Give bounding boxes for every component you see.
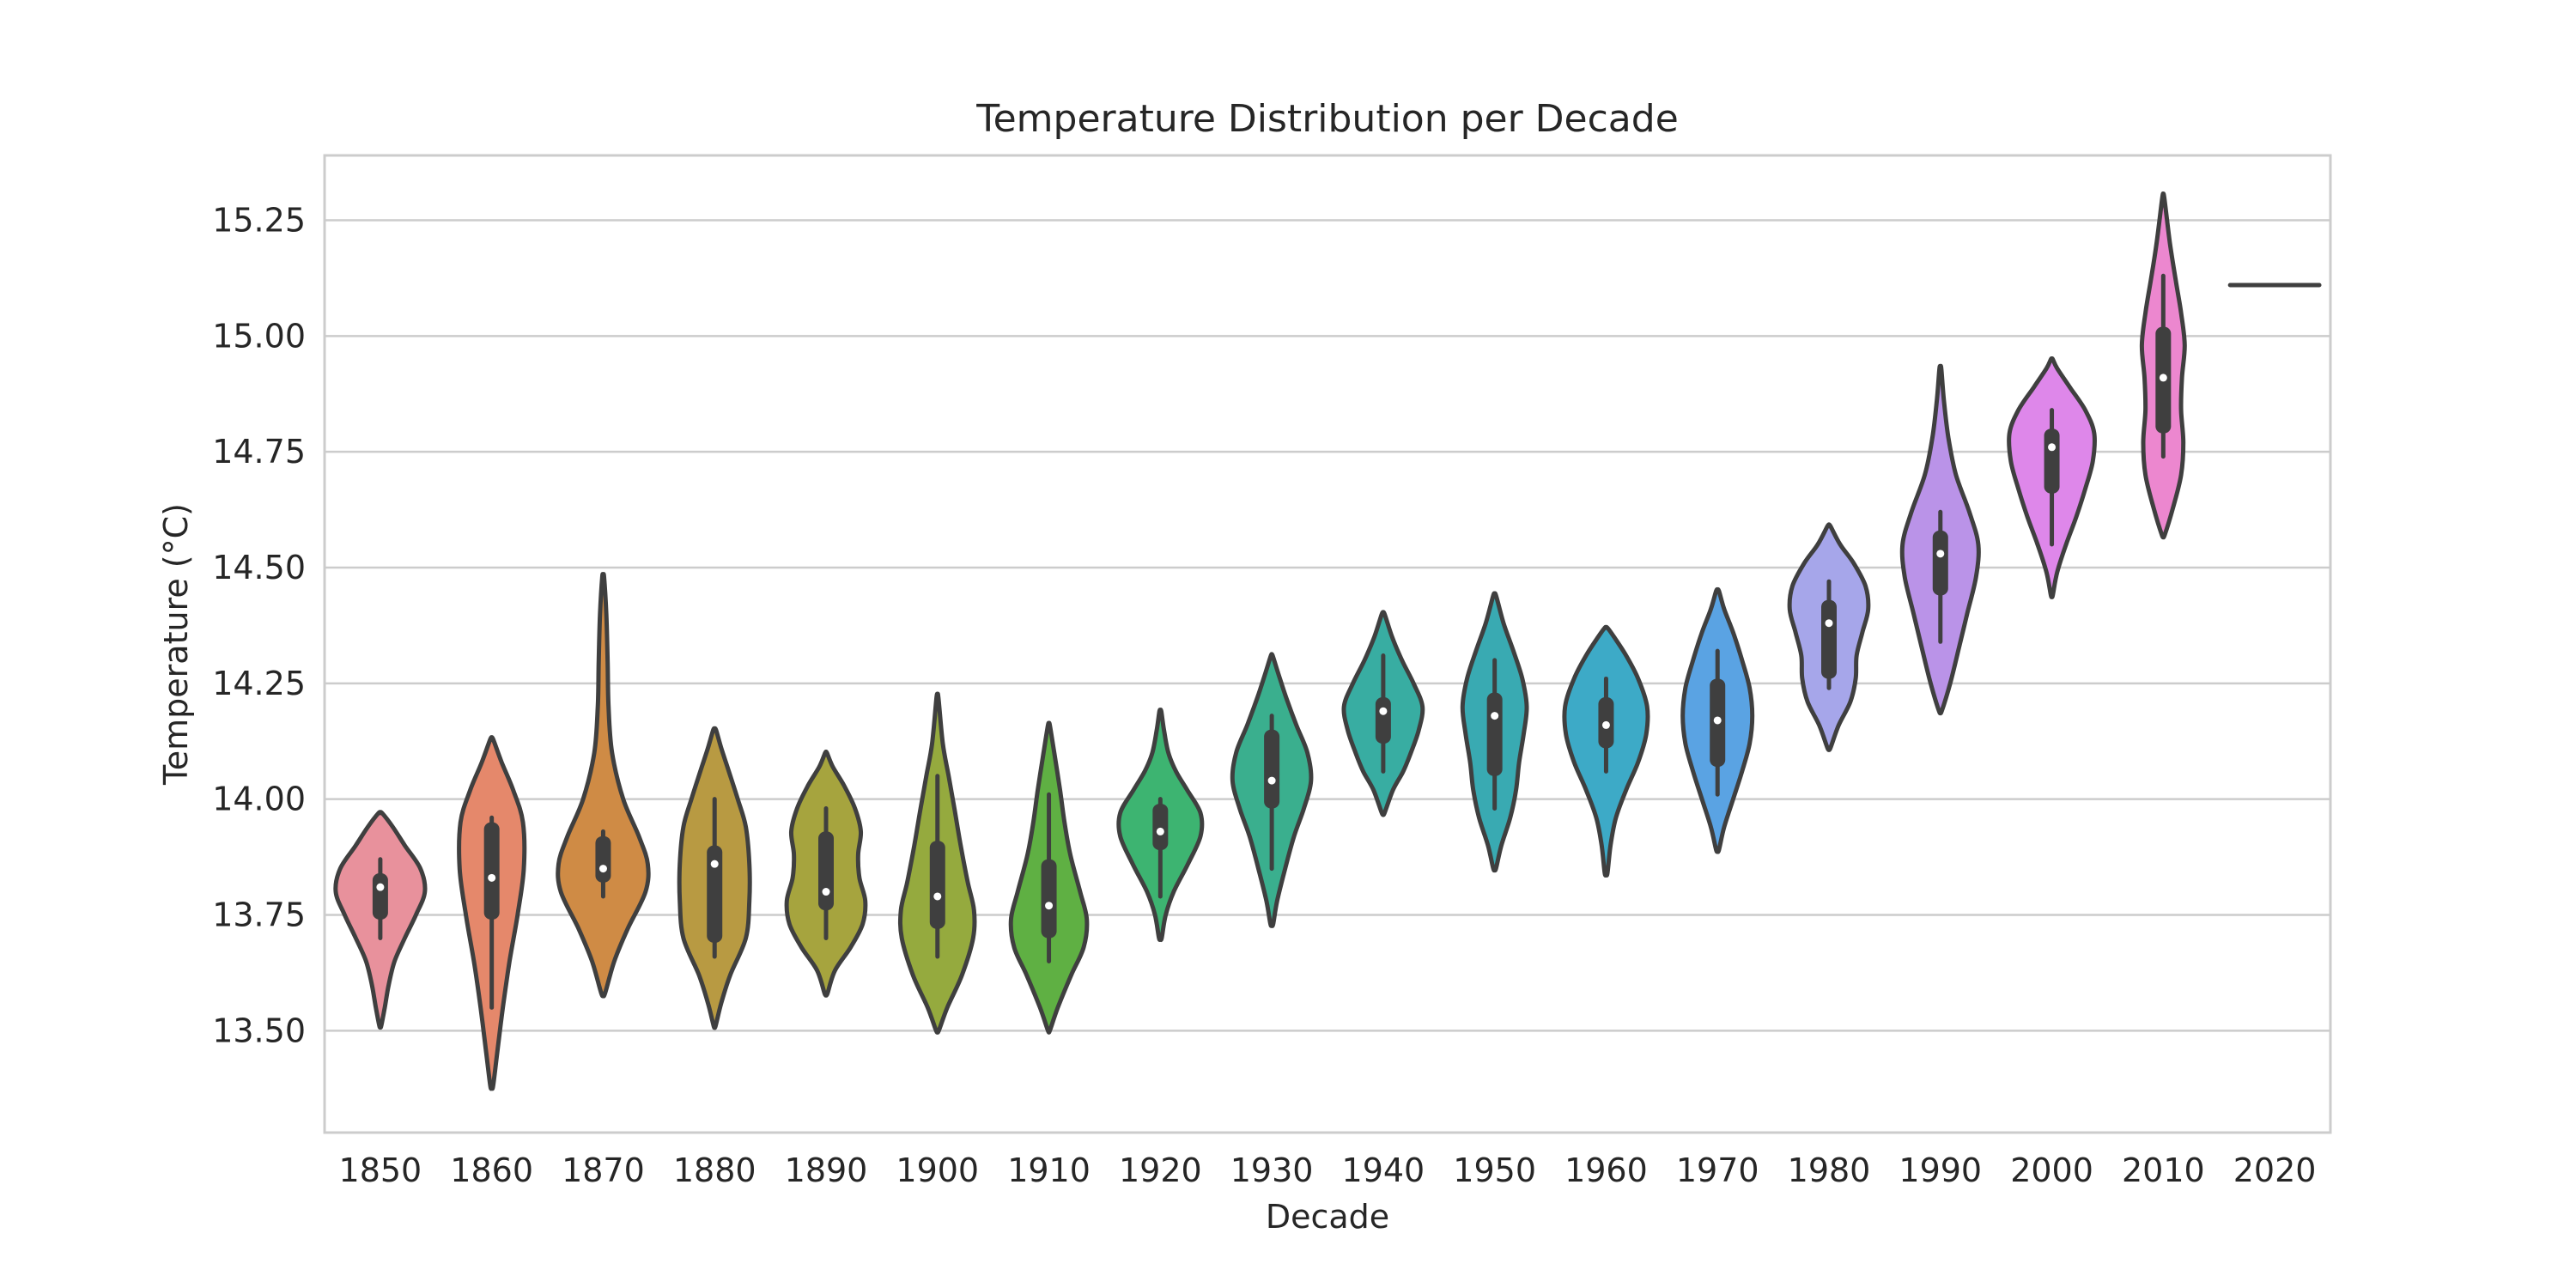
- x-tick-label: 1940: [1342, 1151, 1425, 1189]
- violin-1890: [784, 750, 868, 998]
- violin-1940: [1341, 610, 1425, 817]
- y-tick-label: 15.25: [212, 202, 306, 240]
- violin-median-dot: [1045, 902, 1054, 910]
- violin-1870: [556, 572, 651, 999]
- violin-iqr-box: [929, 841, 945, 929]
- violin-body: [556, 572, 651, 999]
- x-tick-label: 1990: [1899, 1151, 1982, 1189]
- violin-median-dot: [2159, 374, 2167, 382]
- violin-median-dot: [1379, 707, 1388, 715]
- x-tick-label: 1930: [1230, 1151, 1314, 1189]
- x-tick-labels: 1850 1860 1870 1880 1890 1900 1910 1920 1930 1940…: [339, 1151, 2317, 1189]
- gridlines: [325, 219, 2330, 1032]
- violin-iqr-box: [483, 822, 500, 920]
- x-tick-label: 2010: [2122, 1151, 2205, 1189]
- x-tick-label: 1920: [1119, 1151, 1202, 1189]
- violin-1900: [897, 691, 977, 1035]
- y-tick-label: 15.00: [212, 317, 306, 355]
- x-tick-label: 1900: [896, 1151, 979, 1189]
- x-tick-label: 2020: [2233, 1151, 2317, 1189]
- violin-1910: [1008, 720, 1090, 1035]
- violin-iqr-box: [1152, 804, 1169, 851]
- x-tick-label: 1910: [1007, 1151, 1091, 1189]
- y-tick-label: 14.75: [212, 433, 306, 471]
- y-tick-labels: 13.50 13.75 14.00 14.25 14.50 14.75 15.00 15.25: [212, 202, 306, 1050]
- violin-median-dot: [1601, 720, 1610, 729]
- x-tick-label: 1980: [1788, 1151, 1871, 1189]
- violin-1920: [1116, 708, 1205, 942]
- violins: [333, 191, 2322, 1091]
- violin-median-dot: [1491, 712, 1499, 720]
- x-tick-label: 1860: [450, 1151, 533, 1189]
- x-axis-label: Decade: [1266, 1198, 1389, 1236]
- violin-2000: [2007, 356, 2097, 599]
- violin-1990: [1899, 363, 1981, 716]
- violin-median-dot: [1936, 550, 1945, 558]
- violin-median-dot: [598, 865, 607, 873]
- violin-median-dot: [488, 873, 496, 882]
- violin-1860: [457, 735, 527, 1091]
- y-tick-label: 14.00: [212, 781, 306, 818]
- violin-1970: [1680, 586, 1755, 854]
- violin-iqr-box: [2044, 428, 2060, 494]
- violin-median-dot: [1156, 827, 1164, 835]
- x-tick-label: 1870: [562, 1151, 645, 1189]
- violin-iqr-box: [1821, 599, 1837, 679]
- x-tick-label: 1880: [673, 1151, 756, 1189]
- violin-iqr-box: [1375, 697, 1391, 744]
- y-tick-label: 13.50: [212, 1012, 306, 1049]
- y-tick-label: 14.25: [212, 665, 306, 702]
- plot-frame: [323, 154, 2332, 1134]
- x-tick-label: 1890: [785, 1151, 868, 1189]
- y-tick-label: 14.50: [212, 549, 306, 586]
- violin-1850: [333, 810, 428, 1030]
- violin-median-dot: [1713, 716, 1722, 725]
- violin-median-dot: [710, 860, 719, 868]
- violin-iqr-box: [1041, 859, 1057, 939]
- x-tick-label: 1950: [1453, 1151, 1536, 1189]
- violin-iqr-box: [1264, 729, 1280, 809]
- x-tick-label: 1850: [339, 1151, 422, 1189]
- violin-median-dot: [933, 892, 942, 901]
- y-axis-label: Temperature (°C): [157, 503, 195, 786]
- violin-2010: [2139, 191, 2187, 540]
- violin-1880: [677, 726, 752, 1030]
- violin-median-dot: [1825, 619, 1833, 628]
- y-tick-label: 13.75: [212, 896, 306, 934]
- violin-1930: [1230, 652, 1314, 928]
- violin-iqr-box: [818, 831, 834, 911]
- violin-1960: [1562, 624, 1650, 878]
- violin-iqr-box: [595, 835, 611, 883]
- violin-iqr-box: [372, 872, 388, 920]
- violin-median-dot: [376, 883, 385, 891]
- violin-median-dot: [2048, 443, 2057, 452]
- violin-1950: [1460, 591, 1529, 873]
- violin-iqr-box: [1486, 692, 1503, 776]
- violin-median-dot: [822, 888, 830, 896]
- chart-title: Temperature Distribution per Decade: [975, 97, 1679, 141]
- violin-iqr-box: [707, 845, 723, 943]
- violin-median-dot: [1267, 776, 1276, 785]
- x-tick-label: 2000: [2010, 1151, 2093, 1189]
- violin-1980: [1787, 522, 1871, 752]
- x-tick-label: 1960: [1564, 1151, 1648, 1189]
- violin-iqr-box: [1932, 530, 1948, 596]
- x-tick-label: 1970: [1676, 1151, 1759, 1189]
